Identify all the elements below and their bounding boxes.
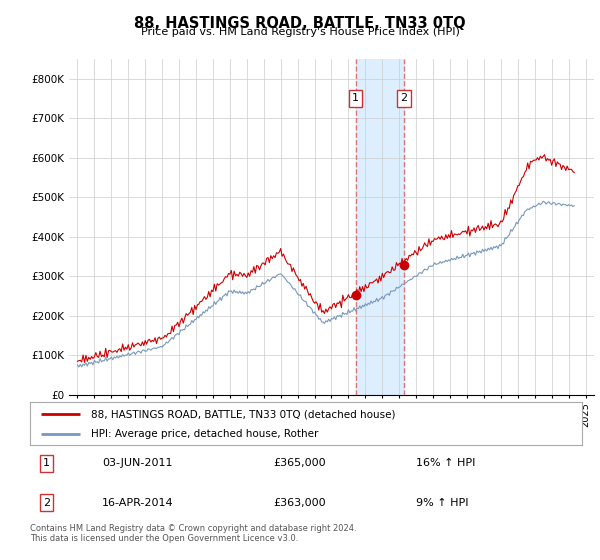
Text: 88, HASTINGS ROAD, BATTLE, TN33 0TQ: 88, HASTINGS ROAD, BATTLE, TN33 0TQ bbox=[134, 16, 466, 31]
Text: £365,000: £365,000 bbox=[273, 459, 326, 468]
Text: 2: 2 bbox=[401, 94, 408, 104]
Text: Price paid vs. HM Land Registry's House Price Index (HPI): Price paid vs. HM Land Registry's House … bbox=[140, 27, 460, 37]
Text: 9% ↑ HPI: 9% ↑ HPI bbox=[416, 498, 469, 507]
Text: 1: 1 bbox=[43, 459, 50, 468]
Text: HPI: Average price, detached house, Rother: HPI: Average price, detached house, Roth… bbox=[91, 430, 318, 440]
Text: 16% ↑ HPI: 16% ↑ HPI bbox=[416, 459, 476, 468]
Text: 2: 2 bbox=[43, 498, 50, 507]
Text: 1: 1 bbox=[352, 94, 359, 104]
Text: Contains HM Land Registry data © Crown copyright and database right 2024.
This d: Contains HM Land Registry data © Crown c… bbox=[30, 524, 356, 543]
Text: 88, HASTINGS ROAD, BATTLE, TN33 0TQ (detached house): 88, HASTINGS ROAD, BATTLE, TN33 0TQ (det… bbox=[91, 409, 395, 419]
Text: 16-APR-2014: 16-APR-2014 bbox=[102, 498, 173, 507]
Text: 03-JUN-2011: 03-JUN-2011 bbox=[102, 459, 172, 468]
Text: £363,000: £363,000 bbox=[273, 498, 326, 507]
Bar bbox=[356, 59, 404, 395]
